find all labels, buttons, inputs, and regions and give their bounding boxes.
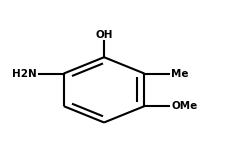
- Text: OMe: OMe: [171, 101, 198, 111]
- Text: H2N: H2N: [12, 68, 37, 79]
- Text: OH: OH: [95, 30, 113, 40]
- Text: Me: Me: [171, 68, 189, 79]
